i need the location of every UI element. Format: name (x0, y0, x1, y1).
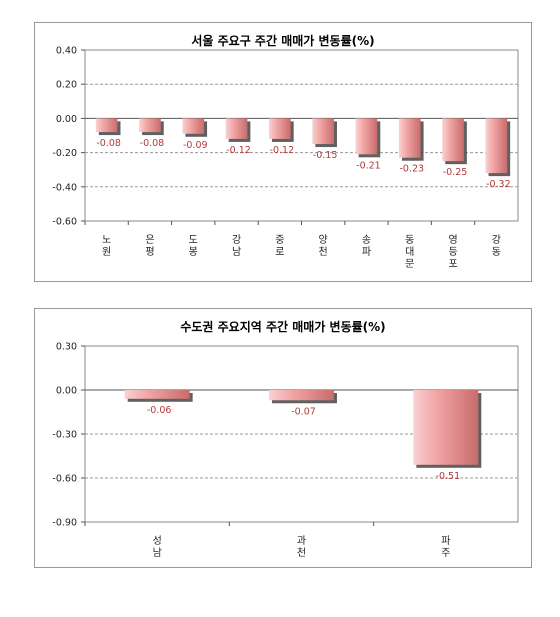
x-tick-label: 봉 (189, 246, 198, 258)
y-tick-label: -0.60 (52, 474, 77, 485)
bar (442, 118, 464, 162)
x-tick-label: 천 (319, 246, 328, 258)
x-tick-label: 원 (102, 246, 111, 258)
y-tick-label: 0.00 (56, 386, 77, 397)
y-tick-label: 0.30 (56, 342, 77, 353)
x-tick-label: 대 (405, 246, 414, 258)
bar (182, 118, 205, 134)
x-tick-label: 동 (492, 246, 501, 258)
data-label: -0.23 (399, 164, 424, 175)
x-tick-label: 천 (297, 547, 306, 559)
data-label: -0.51 (436, 471, 461, 482)
x-tick-label: 포 (448, 259, 457, 270)
x-tick-label: 동 (405, 234, 414, 246)
bar (355, 118, 378, 155)
x-tick-label: 강 (492, 234, 501, 246)
x-tick-label: 파 (362, 246, 371, 258)
x-tick-label: 과 (297, 535, 306, 547)
data-label: -0.09 (183, 140, 208, 151)
data-label: -0.07 (291, 406, 316, 417)
x-tick-label: 노 (102, 234, 111, 246)
y-tick-label: -0.20 (52, 148, 77, 159)
bar (139, 118, 161, 133)
bar (225, 118, 248, 139)
data-label: -0.12 (226, 145, 251, 156)
seoul-chart-panel: 서울 주요구 주간 매매가 변동률(%) 0.40 0.20 0.00 -0.20 -0… (34, 22, 532, 282)
bar (413, 390, 479, 465)
chart-title: 수도권 주요지역 주간 매매가 변동률(%) (180, 319, 385, 334)
data-label: -0.08 (140, 138, 165, 149)
x-tick-label: 양 (319, 234, 328, 246)
bar (312, 118, 334, 145)
bar (485, 118, 508, 174)
x-tick-label: 평 (145, 246, 154, 258)
x-tick-label: 주 (441, 548, 450, 559)
x-tick-label: 강 (232, 234, 241, 246)
y-tick-label: -0.60 (52, 217, 77, 228)
data-label: -0.21 (356, 160, 381, 171)
data-label: -0.08 (96, 138, 121, 149)
x-tick-label: 송 (362, 234, 371, 246)
y-tick-label: -0.30 (52, 430, 77, 441)
bar (95, 118, 118, 133)
x-tick-label: 성 (153, 535, 162, 547)
data-label: -0.12 (270, 145, 295, 156)
seoul-chart: 서울 주요구 주간 매매가 변동률(%) 0.40 0.20 0.00 -0.20 -0… (52, 33, 519, 270)
x-tick-label: 영 (448, 234, 457, 246)
x-tick-label: 남 (153, 547, 162, 559)
data-label: -0.15 (313, 150, 338, 161)
x-tick-label: 등 (448, 246, 457, 258)
y-tick-label: -0.40 (52, 182, 77, 193)
x-tick-label: 문 (405, 258, 414, 270)
x-tick-label: 로 (275, 247, 284, 258)
bar (269, 390, 334, 401)
data-label: -0.06 (147, 405, 172, 416)
metro-chart: 수도권 주요지역 주간 매매가 변동률(%) 0.30 0.00 -0.30 -0.6… (52, 319, 519, 559)
metro-chart-panel: 수도권 주요지역 주간 매매가 변동률(%) 0.30 0.00 -0.30 -0.6… (34, 308, 532, 568)
x-tick-label: 파 (441, 535, 450, 547)
y-tick-label: 0.00 (56, 114, 77, 125)
bar (398, 118, 421, 158)
x-tick-label: 중 (275, 234, 284, 246)
data-label: -0.25 (443, 167, 468, 178)
y-tick-label: -0.90 (52, 518, 77, 529)
bar (269, 118, 291, 139)
x-tick-label: 은 (145, 234, 154, 246)
x-tick-label: 도 (189, 235, 198, 246)
y-tick-label: 0.40 (56, 46, 77, 57)
data-label: -0.32 (486, 179, 511, 190)
chart-title: 서울 주요구 주간 매매가 변동률(%) (191, 33, 374, 48)
bar (124, 390, 190, 399)
x-tick-label: 남 (232, 246, 241, 258)
y-tick-label: 0.20 (56, 80, 77, 91)
